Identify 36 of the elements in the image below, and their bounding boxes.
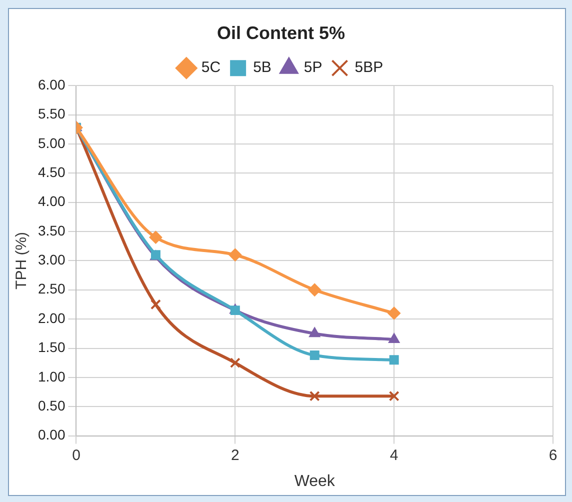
y-tick-label: 3.50 — [38, 222, 66, 238]
y-tick-label: 4.00 — [38, 193, 66, 210]
y-tick-label: 0.00 — [38, 426, 66, 443]
point — [228, 248, 242, 262]
y-tick-label: 4.50 — [38, 164, 66, 180]
point — [308, 327, 320, 338]
point — [149, 230, 162, 244]
y-tick-label: 5.50 — [38, 106, 66, 122]
y-tick-label: 5.00 — [38, 134, 66, 151]
x-tick-label: 6 — [548, 446, 558, 464]
x-tick-label: 2 — [230, 446, 240, 464]
x-tick-label: 4 — [390, 446, 398, 464]
legend-label: 5C — [201, 59, 221, 76]
point — [388, 390, 400, 402]
point — [230, 306, 240, 316]
y-tick-label: 1.50 — [38, 339, 66, 356]
y-axis-title: TPH (%) — [13, 232, 30, 290]
y-tick-label: 1.00 — [38, 368, 66, 384]
point — [308, 283, 322, 296]
point — [310, 350, 320, 360]
y-tick-label: 2.50 — [38, 280, 66, 297]
chart-title: Oil Content 5% — [216, 22, 346, 43]
point — [230, 358, 240, 368]
x-tick-label: 0 — [72, 446, 80, 464]
point — [309, 390, 320, 402]
y-tick-label: 0.50 — [38, 397, 66, 414]
point — [388, 306, 401, 320]
legend-label: 5P — [304, 59, 322, 76]
x-axis-title: Week — [294, 472, 336, 490]
y-tick-label: 2.00 — [38, 310, 66, 326]
legend-label: 5BP — [354, 59, 384, 76]
y-tick-label: 3.00 — [38, 252, 66, 268]
point — [150, 299, 161, 310]
point — [389, 355, 399, 365]
legend-label: 5B — [253, 59, 272, 76]
y-tick-label: 6.00 — [38, 76, 66, 92]
